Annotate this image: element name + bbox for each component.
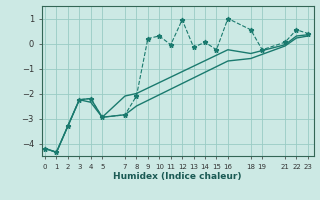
X-axis label: Humidex (Indice chaleur): Humidex (Indice chaleur) [113, 172, 242, 181]
